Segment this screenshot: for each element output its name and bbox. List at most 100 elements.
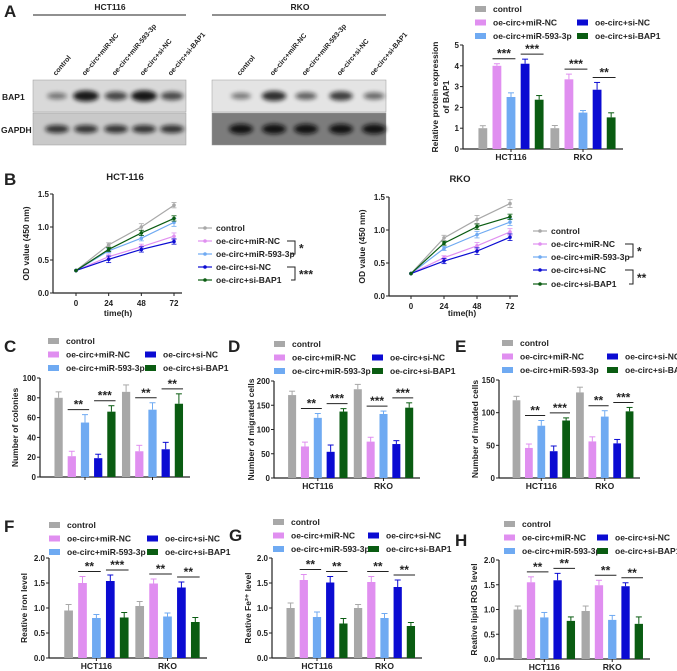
bar-si-BAP1 xyxy=(405,407,414,478)
legend-swatch xyxy=(145,365,156,371)
legend-label: oe-circ+si-BAP1 xyxy=(625,365,677,375)
legend-item-miR-593-3p: oe-circ+miR-593-3p xyxy=(48,363,145,373)
chart-B2: RKO 0.0 0.5 1.0 1.5 0 24 48 72 time(h) OD value (4… xyxy=(357,174,647,318)
bar-si-BAP1 xyxy=(566,620,576,659)
bap1-band xyxy=(160,91,184,101)
bar-si-NC xyxy=(592,89,602,149)
y-tick-label: 100 xyxy=(257,426,271,435)
y-tick-label: 200 xyxy=(257,377,271,386)
data-point xyxy=(442,236,446,240)
category-label: RKO xyxy=(374,481,393,491)
legend-label: oe-circ+si-BAP1 xyxy=(216,275,282,285)
y-tick-label: 20 xyxy=(27,453,36,462)
bar-miR-593-3p xyxy=(92,618,101,658)
legend-swatch xyxy=(273,546,284,552)
gapdh-band xyxy=(329,124,353,134)
legend-swatch xyxy=(475,6,486,12)
legend-swatch xyxy=(475,19,486,26)
x-axis-label: time(h) xyxy=(104,308,133,318)
legend-item-control: control xyxy=(198,223,245,233)
bar-control xyxy=(478,128,488,149)
bar-miR-593-3p xyxy=(578,112,588,149)
legend-label: oe-circ+si-NC xyxy=(163,350,218,360)
significance-stars: ** xyxy=(560,556,570,570)
y-tick-label: 1 xyxy=(455,124,460,133)
data-point xyxy=(442,259,446,263)
series-si-NC xyxy=(409,233,513,276)
bap1-band xyxy=(363,92,385,100)
chart-A: control oe-circ+miR-NC oe-circ+miR-593-3p o… xyxy=(430,4,661,162)
legend-item-si-BAP1: oe-circ+si-BAP1 xyxy=(607,365,677,375)
legend-marker xyxy=(203,226,207,230)
legend-label: oe-circ+si-NC xyxy=(625,352,677,362)
y-axis-label: Number of migrated cells xyxy=(246,378,256,480)
legend-swatch xyxy=(504,534,515,541)
y-tick-label: 1.0 xyxy=(484,606,496,615)
y-tick-label: 60 xyxy=(27,414,36,423)
series-line xyxy=(75,204,175,272)
category-label: HCT116 xyxy=(81,661,112,671)
bar-si-BAP1 xyxy=(534,99,544,149)
y-tick-label: 2.0 xyxy=(34,554,46,563)
bap1-band xyxy=(261,91,287,101)
legend-marker xyxy=(203,252,207,256)
bar-control xyxy=(121,391,131,477)
bap1-band xyxy=(295,92,317,100)
x-tick-label: 0 xyxy=(74,299,79,308)
panel-label-H: H xyxy=(455,531,467,550)
y-tick-label: 3 xyxy=(455,83,460,92)
series-line xyxy=(75,221,175,272)
chart-title: HCT-116 xyxy=(106,172,144,183)
y-axis-label: OD value (450 nm) xyxy=(357,209,367,283)
x-axis-label: time(h) xyxy=(448,308,477,318)
legend-label: oe-circ+si-NC xyxy=(551,265,606,275)
bar-si-BAP1 xyxy=(562,420,570,478)
y-tick-label: 0.5 xyxy=(374,259,386,268)
y-tick-label: 150 xyxy=(257,401,271,410)
data-point xyxy=(508,215,512,219)
legend-item-control: control xyxy=(274,339,321,349)
bar-si-BAP1 xyxy=(174,403,184,477)
legend-swatch xyxy=(502,367,513,373)
bar-si-NC xyxy=(105,581,115,658)
data-point xyxy=(508,235,512,240)
legend-item-si-BAP1: oe-circ+si-BAP1 xyxy=(147,547,231,557)
y-tick-label: 0 xyxy=(266,474,271,483)
lane-label: oe-circ+si-BAP1 xyxy=(369,31,409,77)
bap1-band xyxy=(231,92,251,100)
legend-marker xyxy=(538,242,542,246)
significance-stars: ** xyxy=(184,565,194,579)
legend-item-miR-NC: oe-circ+miR-NC xyxy=(49,534,131,544)
y-tick-label: 0.5 xyxy=(38,256,50,265)
significance-stars: *** xyxy=(110,558,124,572)
y-axis-label-line: of BAP1 xyxy=(441,80,451,113)
legend-item-si-BAP1: oe-circ+si-BAP1 xyxy=(372,366,456,376)
legend-item-si-NC: oe-circ+si-NC xyxy=(372,353,445,363)
legend-item-control: control xyxy=(502,338,549,348)
bar-miR-NC xyxy=(367,582,376,658)
bar-control xyxy=(550,128,560,149)
legend-label: oe-circ+miR-NC xyxy=(292,353,356,363)
category-label: HCT116 xyxy=(495,152,526,162)
bar-miR-NC xyxy=(300,446,309,478)
bar-si-NC xyxy=(393,587,402,658)
data-point xyxy=(475,244,479,248)
bap1-band xyxy=(73,90,99,102)
y-axis-label: Reative iron level xyxy=(19,573,29,643)
bar-miR-NC xyxy=(149,583,158,658)
legend-item-miR-593-3p: oe-circ+miR-593-3p xyxy=(49,547,146,557)
legend-label: oe-circ+si-BAP1 xyxy=(390,366,456,376)
series-control xyxy=(74,202,177,273)
legend-label: oe-circ+miR-593-3p xyxy=(216,249,295,259)
legend-swatch xyxy=(48,351,59,358)
bar-miR-NC xyxy=(67,456,76,477)
legend-marker xyxy=(203,265,207,269)
legend-label: oe-circ+miR-593-3p xyxy=(551,252,630,262)
legend-label: oe-circ+miR-NC xyxy=(522,533,586,543)
bar-si-BAP1 xyxy=(406,626,416,658)
bar-miR-NC xyxy=(588,441,597,478)
y-tick-label: 50 xyxy=(261,450,270,459)
legend-label: oe-circ+si-BAP1 xyxy=(615,546,677,556)
